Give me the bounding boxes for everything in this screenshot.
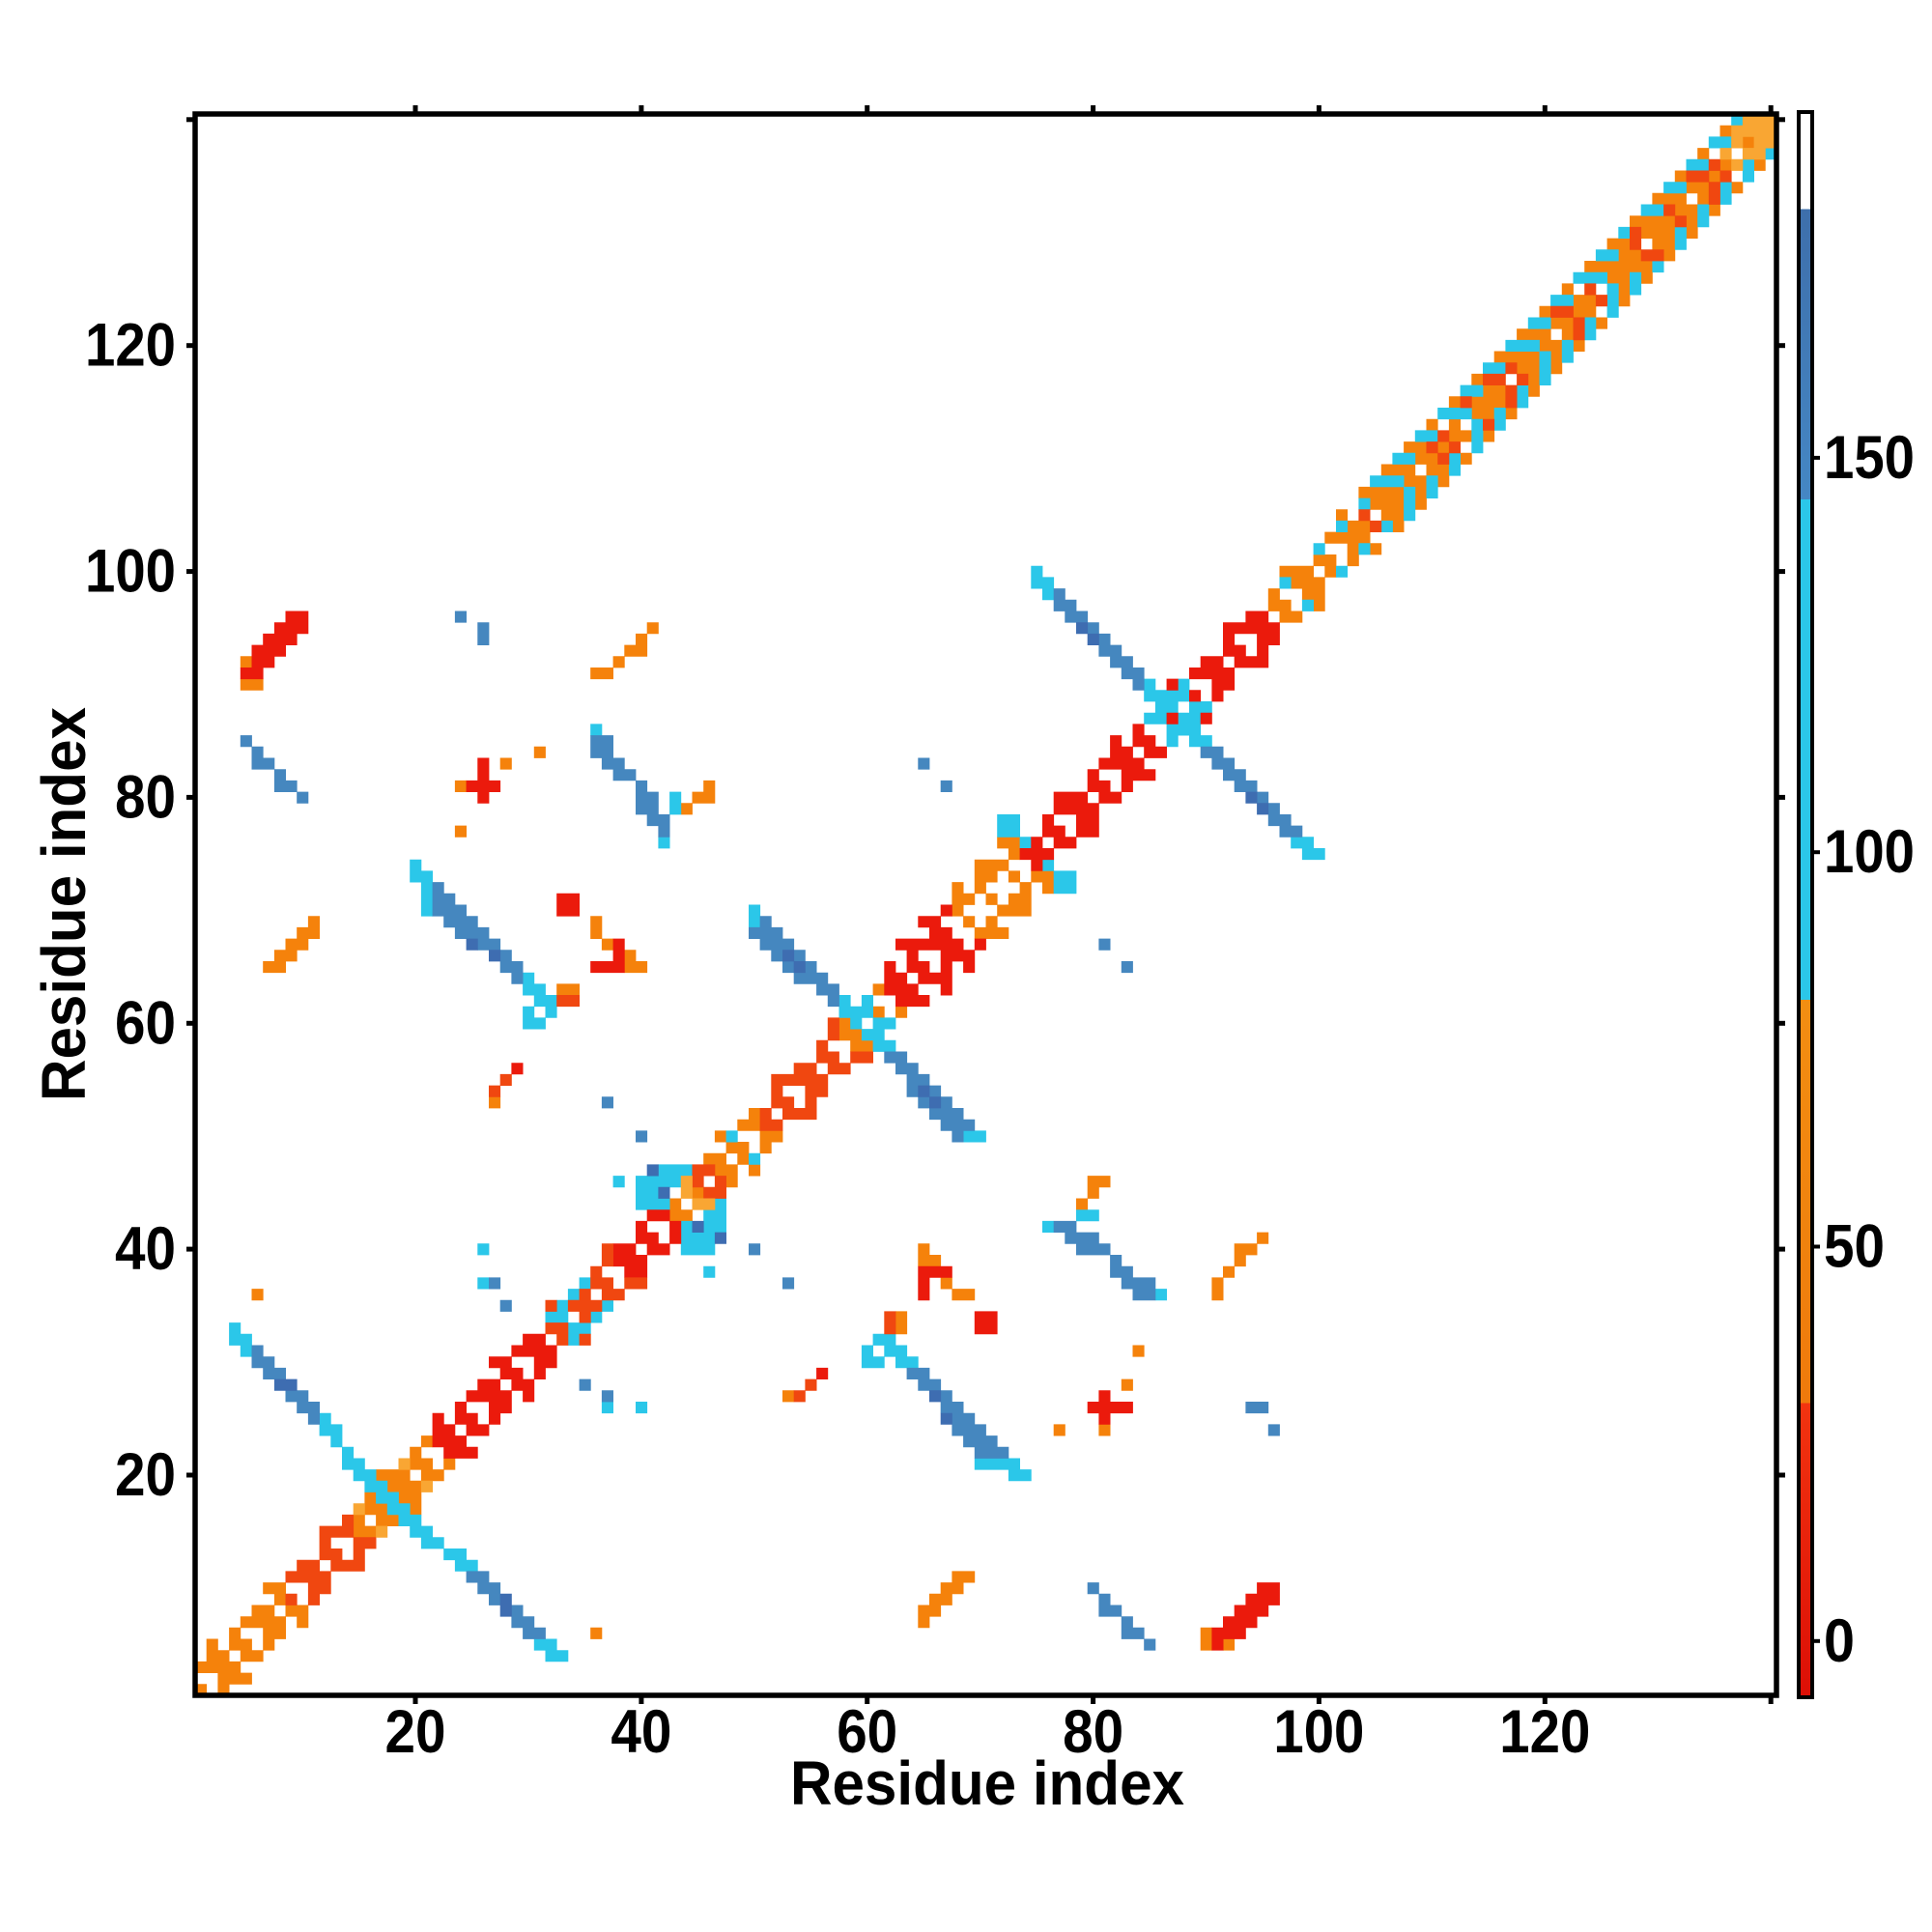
svg-text:60: 60	[837, 1698, 897, 1766]
svg-text:Residue index: Residue index	[29, 707, 99, 1101]
svg-text:20: 20	[115, 1441, 176, 1509]
svg-text:60: 60	[115, 989, 176, 1057]
svg-text:100: 100	[85, 538, 176, 606]
svg-text:100: 100	[1824, 818, 1915, 886]
svg-text:50: 50	[1824, 1213, 1885, 1281]
svg-text:Residue index: Residue index	[790, 1748, 1184, 1818]
svg-text:0: 0	[1824, 1607, 1855, 1675]
svg-text:150: 150	[1824, 424, 1915, 492]
svg-text:100: 100	[1273, 1698, 1364, 1766]
svg-text:40: 40	[611, 1698, 671, 1766]
svg-text:120: 120	[85, 312, 176, 380]
svg-text:80: 80	[115, 763, 176, 831]
svg-text:40: 40	[115, 1215, 176, 1283]
svg-text:80: 80	[1063, 1698, 1123, 1766]
svg-text:20: 20	[385, 1698, 446, 1766]
svg-text:120: 120	[1499, 1698, 1590, 1766]
